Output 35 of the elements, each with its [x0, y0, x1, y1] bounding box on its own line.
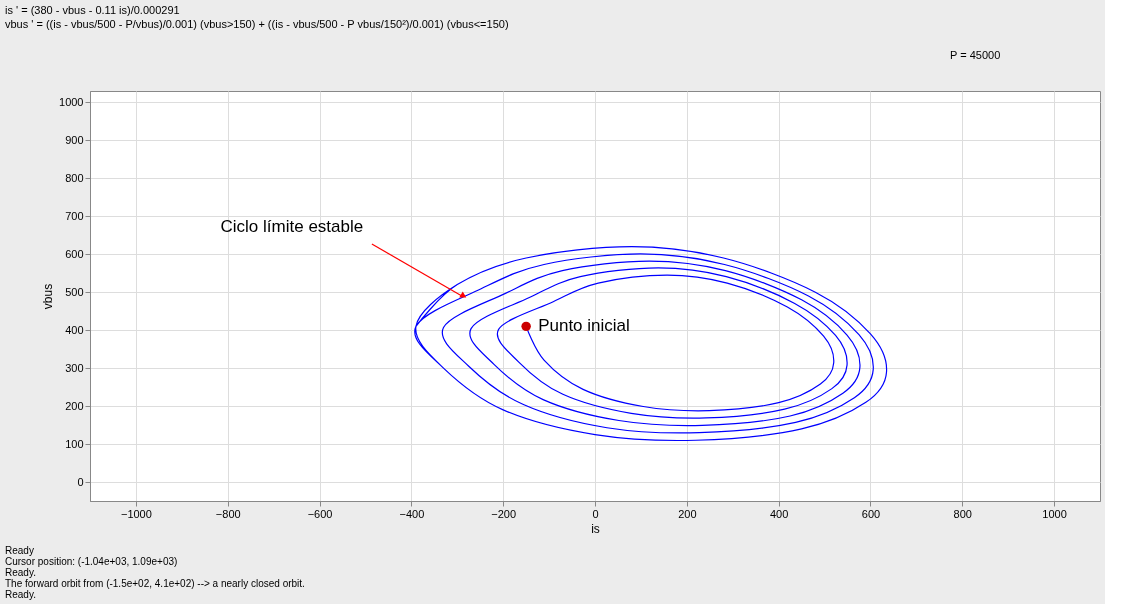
x-tick-label: 200: [678, 507, 697, 520]
y-tick-label: 500: [65, 285, 84, 298]
y-tick-label: 1000: [59, 95, 84, 108]
y-tick-label: 0: [77, 475, 84, 488]
line-series: [415, 246, 888, 442]
x-axis-title: is: [591, 521, 600, 536]
y-tick-label: 700: [65, 209, 84, 222]
text: Cursor position: (-1.04e+03, 1.09e+03): [5, 556, 178, 567]
text: Ready.: [5, 567, 36, 578]
y-tick-label: 900: [65, 133, 84, 146]
x-tick-label: −1000: [120, 507, 152, 520]
x-tick-label: −800: [215, 507, 241, 520]
y-tick-label: 300: [65, 361, 84, 374]
x-tick-label: −400: [399, 507, 425, 520]
y-tick-label: 200: [65, 399, 84, 412]
y-tick-label: 400: [65, 323, 84, 336]
x-tick-label: 1000: [1042, 507, 1067, 520]
annotation: Ciclo límite estable: [220, 217, 364, 236]
text: Ready: [5, 545, 34, 556]
x-tick-label: −200: [491, 507, 517, 520]
x-tick-label: 0: [592, 507, 599, 520]
x-tick-label: 400: [769, 507, 789, 520]
text: Ready.: [5, 589, 36, 600]
annotation: Punto inicial: [538, 316, 630, 336]
y-axis-title: vbus: [41, 283, 56, 310]
text: The forward orbit from (-1.5e+02, 4.1e+02) --> a nearly closed orbit.: [5, 578, 305, 589]
x-tick-label: −600: [307, 507, 333, 520]
y-tick-label: 600: [65, 247, 84, 260]
y-tick-label: 100: [65, 437, 84, 450]
text: P = 45000: [950, 49, 1001, 61]
chart-subtitle: vbus ' = ((is - vbus/500 - P/vbus)/0.001) (vbus>150) + ((is - vbus/500 - P vbus/150²)/0.001) (vbus<=150): [5, 18, 509, 30]
x-tick-label: 800: [953, 507, 972, 520]
y-tick-label: 800: [65, 171, 84, 184]
chart-title: is ' = (380 - vbus - 0.11 is)/0.000291: [5, 4, 180, 16]
x-tick-label: 600: [861, 507, 881, 520]
